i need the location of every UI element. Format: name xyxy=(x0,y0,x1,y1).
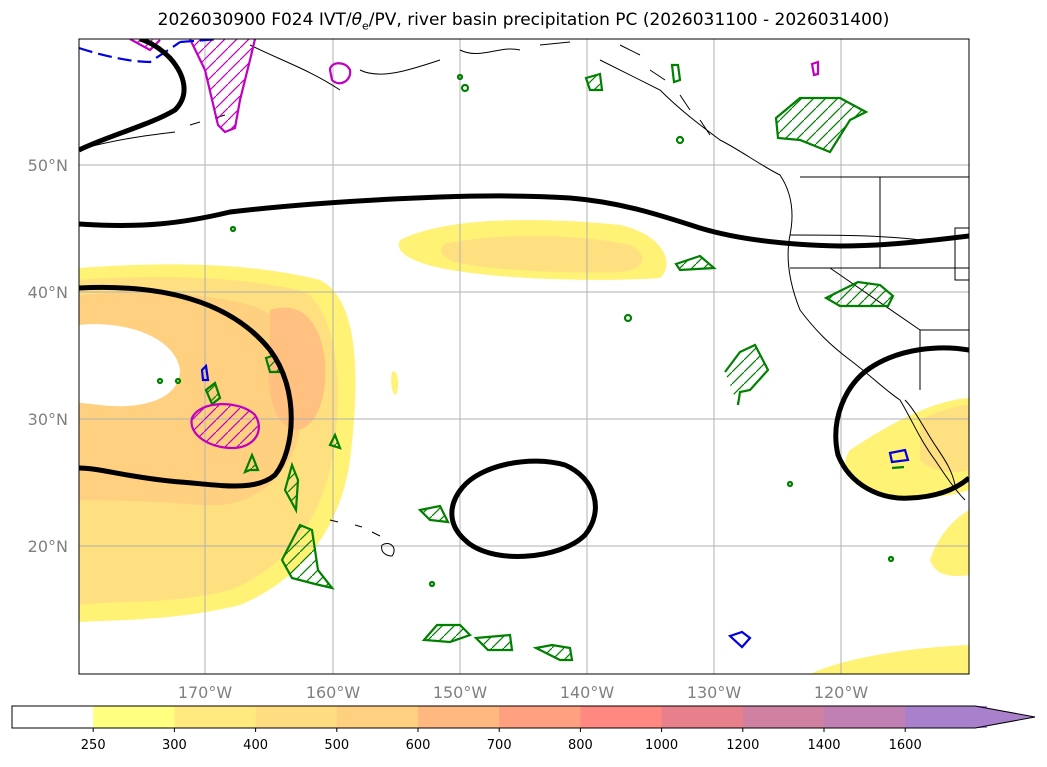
colorbar-swatch xyxy=(824,706,906,728)
colorbar-tick-label: 1000 xyxy=(645,738,678,753)
colorbar-swatch xyxy=(336,706,419,728)
colorbar-tick-label: 250 xyxy=(81,738,106,753)
colorbar-tick-label: 1200 xyxy=(726,738,759,753)
colorbar-swatch xyxy=(661,706,744,728)
lat-label: 30°N xyxy=(28,410,68,429)
colorbar-tick-label: 1400 xyxy=(807,738,840,753)
colorbar-swatch xyxy=(12,706,94,728)
colorbar-swatch xyxy=(174,706,257,728)
colorbar-swatch xyxy=(418,706,500,728)
pv-contours xyxy=(79,39,969,559)
colorbar-tick-label: 300 xyxy=(162,738,187,753)
lon-label: 150°W xyxy=(433,683,488,702)
lon-label: 120°W xyxy=(814,683,869,702)
colorbar-swatch xyxy=(93,706,175,728)
colorbar-tick-label: 800 xyxy=(568,738,593,753)
plot-title: 2026030900 F024 IVT/θe/PV, river basin p… xyxy=(157,10,890,33)
ivt-shading-east xyxy=(810,398,969,674)
colorbar-swatch xyxy=(255,706,338,728)
lon-label: 170°W xyxy=(178,683,233,702)
colorbar-extend-arrow xyxy=(905,706,1035,728)
lon-label: 130°W xyxy=(687,683,742,702)
ivt-shading-central xyxy=(391,220,667,395)
colorbar: 250 300 400 500 600 700 800 1000 1200 1400 1600 xyxy=(11,705,1036,753)
colorbar-swatch xyxy=(580,706,663,728)
map-frame xyxy=(78,38,970,675)
theta-e-magenta-contours xyxy=(129,39,820,450)
lat-label: 50°N xyxy=(28,156,68,175)
colorbar-tick-label: 1600 xyxy=(889,738,922,753)
lat-label: 40°N xyxy=(28,283,68,302)
lat-label: 20°N xyxy=(28,537,68,556)
lon-label: 140°W xyxy=(560,683,615,702)
colorbar-swatch xyxy=(499,706,581,728)
colorbar-tick-label: 400 xyxy=(243,738,268,753)
graticule xyxy=(79,39,969,674)
colorbar-tick-label: 600 xyxy=(406,738,431,753)
colorbar-tick-label: 700 xyxy=(487,738,512,753)
map-area xyxy=(79,39,969,674)
colorbar-swatch xyxy=(742,706,825,728)
colorbar-outline xyxy=(11,705,1036,729)
lon-label: 160°W xyxy=(306,683,361,702)
colorbar-tick-label: 500 xyxy=(324,738,349,753)
